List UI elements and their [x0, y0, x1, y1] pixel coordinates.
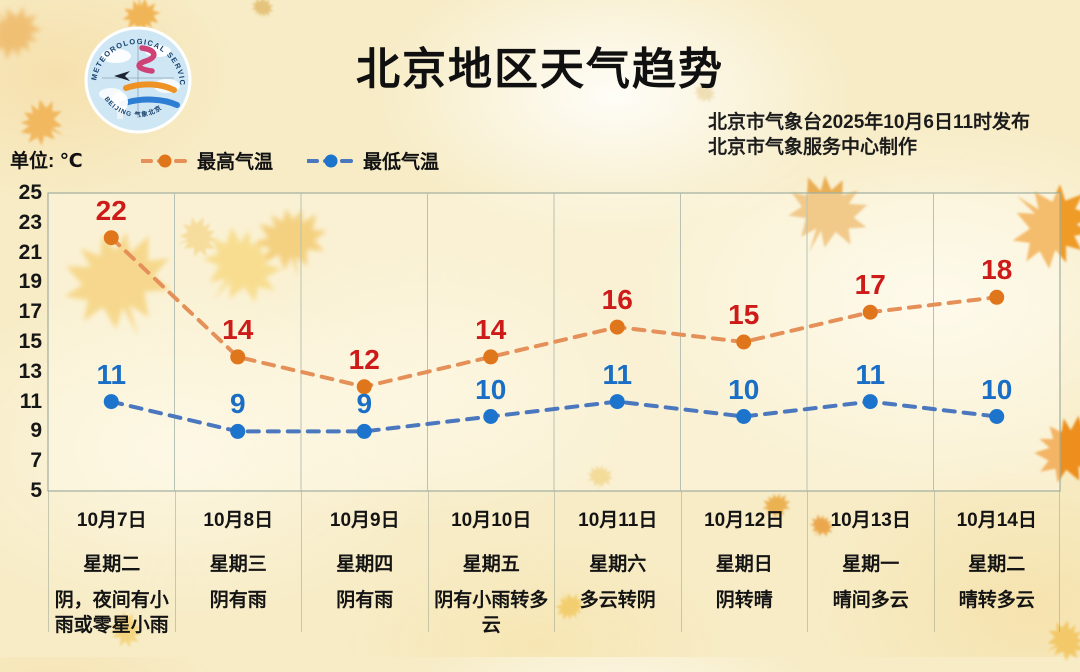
low-temp-value-label: 10: [981, 373, 1013, 405]
day-column: 10月13日 星期一晴间多云: [807, 491, 934, 632]
low-temp-legend-swatch: [307, 154, 356, 167]
unit-label: 单位: ℃: [10, 151, 83, 172]
y-tick-label: 15: [18, 330, 42, 353]
legend-label-high: 最高气温: [197, 152, 274, 173]
high-temp-point: [356, 379, 372, 395]
low-temp-point: [609, 394, 625, 410]
day-week-label: 星期二: [83, 554, 141, 575]
high-temp-point: [103, 230, 119, 246]
chart-plot-area: [47, 192, 1061, 492]
producer-line: 北京市气象服务中心制作: [708, 137, 918, 158]
balloon-icon: [112, 92, 128, 112]
low-temp-point: [230, 423, 246, 439]
y-tick-label: 13: [18, 359, 42, 383]
day-week-label: 星期六: [589, 554, 647, 575]
y-tick-label: 25: [18, 181, 42, 204]
day-week-label: 星期一: [842, 554, 900, 575]
legend-label-low: 最低气温: [363, 152, 440, 173]
low-temp-point: [103, 394, 119, 410]
day-date-label: 10月11日: [578, 510, 658, 531]
y-tick-label: 11: [19, 389, 42, 413]
low-temp-value-label: 11: [855, 358, 886, 390]
day-date-label: 10月12日: [704, 510, 785, 531]
legend-item-high: 最高气温: [141, 147, 273, 174]
high-temp-legend-swatch: [141, 154, 189, 167]
high-temp-value-label: 17: [854, 269, 886, 301]
y-tick-label: 17: [18, 300, 42, 324]
high-temp-point: [609, 319, 625, 335]
legend-item-low: 最低气温: [307, 147, 439, 174]
high-temp-point: [736, 334, 752, 350]
day-date-label: 10月13日: [830, 510, 911, 531]
low-temp-value-label: 9: [229, 388, 246, 420]
day-column: 10月12日 星期日阴转晴: [680, 491, 808, 632]
low-temp-value-label: 9: [356, 388, 373, 420]
low-temp-point: [862, 394, 878, 410]
day-week-label: 星期二: [968, 554, 1026, 575]
day-weather-label: 阴有小雨转多云: [434, 590, 549, 636]
day-column: 10月10日 星期五阴有小雨转多云: [427, 491, 555, 636]
day-weather-label: 阴转晴: [715, 590, 773, 611]
low-temp-point: [356, 423, 372, 439]
day-column: 10月9日星期四阴有雨: [301, 491, 428, 632]
day-date-label: 10月14日: [956, 510, 1037, 531]
day-date-label: 10月7日: [76, 510, 147, 531]
low-temp-line: [109, 399, 999, 434]
day-table: 10月7日 星期二 阴，夜间有小雨或零星小雨 10月8日 星期三 阴有雨 10月9日 星期四阴…: [48, 491, 1060, 636]
day-weather-label: 阴有雨: [209, 590, 267, 611]
high-temp-point: [862, 304, 878, 320]
y-tick-label: 7: [30, 449, 42, 473]
chart-legend: 最高气温 最低气温: [141, 147, 439, 174]
day-column: 10月8日星期三阴有雨: [174, 491, 302, 632]
high-temp-value-label: 14: [222, 313, 254, 345]
high-temp-value-label: 16: [601, 284, 633, 316]
day-column: 10月11日 星期六多云转阴: [554, 491, 681, 632]
low-temp-point: [483, 409, 499, 424]
issue-info: 北京市气象台2025年10月6日11时发布 北京市气象服务中心制作: [708, 110, 1068, 160]
high-temp-line: [109, 235, 999, 389]
day-date-label: 10月9日: [329, 510, 400, 531]
high-temp-point: [483, 349, 499, 365]
high-temp-value-label: 22: [95, 194, 127, 226]
swallow-icon: [114, 71, 130, 81]
day-week-label: 星期日: [715, 554, 773, 575]
day-week-label: 星期三: [209, 554, 267, 575]
page-title: 北京地区天气趋势: [356, 45, 724, 94]
high-temp-value-label: 14: [475, 313, 507, 345]
day-week-label: 星期四: [336, 554, 394, 575]
day-date-label: 10月8日: [203, 510, 274, 531]
low-temp-point: [736, 409, 752, 424]
beijing-meteorological-logo: METEOROLOGICAL SERVICE BEIJING 气象北京: [81, 19, 192, 134]
day-weather-label: 多云转阴: [579, 590, 656, 611]
day-weather-label: 阴，夜间有小雨或零星小雨: [54, 590, 169, 636]
y-tick-label: 23: [18, 210, 42, 234]
high-temp-value-label: 18: [981, 254, 1013, 286]
low-temp-point: [989, 409, 1005, 424]
maple-leaf-icon: [248, 0, 278, 21]
day-weather-label: 晴转多云: [958, 590, 1035, 611]
day-column: 10月7日星期二阴，夜间有小雨或零星小雨: [48, 491, 175, 636]
day-week-label: 星期五: [462, 554, 520, 575]
low-temp-value-label: 10: [728, 373, 760, 405]
day-weather-label: 晴间多云: [832, 590, 909, 611]
low-temp-value-label: 11: [96, 358, 127, 390]
low-temp-value-label: 11: [602, 358, 633, 390]
high-temp-point: [230, 349, 246, 365]
low-temp-value-label: 10: [475, 373, 507, 405]
high-temp-value-label: 15: [728, 299, 760, 330]
high-temp-point: [989, 289, 1005, 305]
day-date-label: 10月10日: [451, 510, 532, 531]
y-tick-label: 21: [18, 240, 42, 264]
y-tick-label: 19: [18, 270, 42, 294]
y-tick-label: 5: [30, 479, 42, 502]
day-column: 10月14日 星期二晴转多云: [933, 491, 1060, 632]
day-weather-label: 阴有雨: [336, 590, 394, 611]
issue-line: 北京市气象台2025年10月6日11时发布: [708, 112, 1031, 133]
high-temp-value-label: 12: [348, 343, 380, 375]
y-tick-label: 9: [30, 419, 42, 443]
